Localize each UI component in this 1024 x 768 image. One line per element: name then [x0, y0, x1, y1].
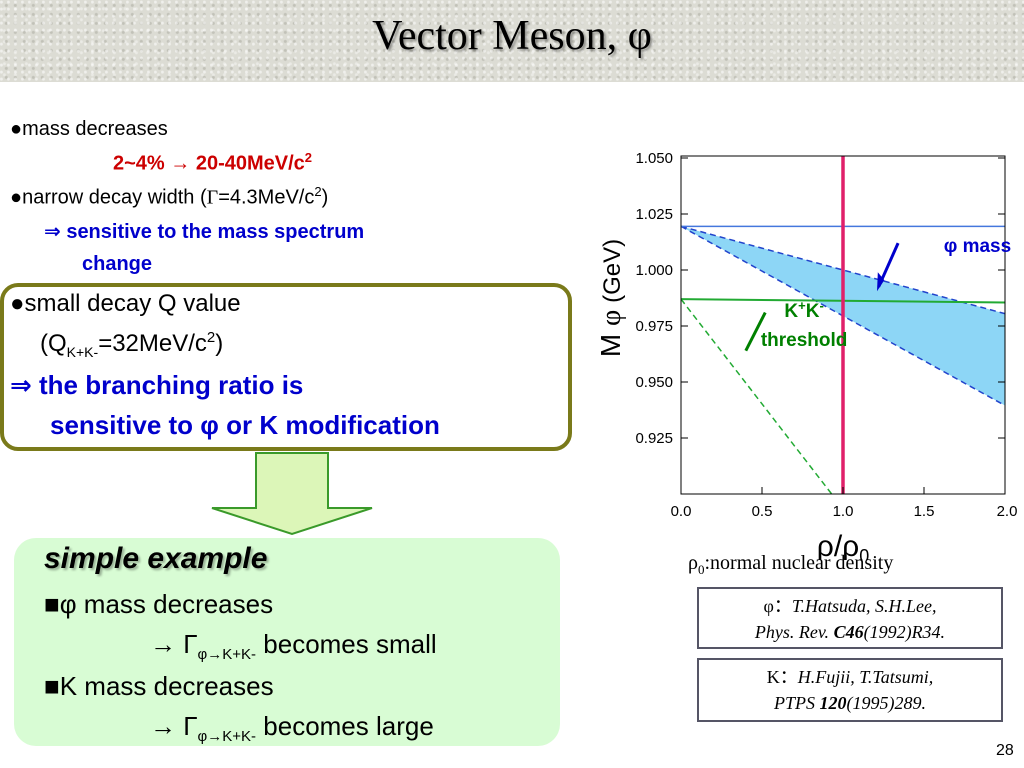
reference-phi: φ：T.Hatsuda, S.H.Lee, Phys. Rev. C46(199…: [697, 587, 1003, 649]
example-box: [14, 538, 560, 746]
kk-label-k2: K: [806, 301, 820, 322]
branching-ratio-line2: sensitive to φ or K modification: [50, 410, 440, 440]
bullet-dot-icon: ●: [10, 118, 23, 140]
x-tick-label: 2.0: [997, 503, 1018, 520]
y-tick-label: 1.050: [635, 150, 673, 167]
x-tick-label: 0.0: [671, 503, 692, 520]
x-tick-label: 0.5: [752, 503, 773, 520]
y-axis-label: M φ (GeV): [595, 239, 627, 357]
q-value-formula: (QK+K-=32MeV/c2): [40, 329, 224, 360]
mass-shift-value: 2~4% → 20-40MeV/c2: [113, 150, 313, 175]
kk-label-plus: +: [798, 298, 806, 313]
reference-k: K：H.Fujii, T.Tatsumi, PTPS 120(1995)289.: [697, 658, 1003, 722]
example-heading: simple example: [44, 542, 268, 575]
slide-title: Vector Meson, φ: [372, 13, 652, 59]
example-item-phi: ■φ mass decreases: [44, 589, 274, 619]
bullet-dot-icon: ●: [10, 186, 23, 209]
title-bar: [0, 0, 1024, 82]
y-tick-label: 1.000: [635, 262, 673, 279]
down-arrow-icon: [211, 452, 373, 536]
x-axis-label-main: ρ/ρ: [817, 530, 859, 560]
kk-label-k1: K: [784, 301, 798, 322]
kk-arrow: [744, 311, 767, 352]
y-tick-label: 1.025: [635, 206, 673, 223]
x-tick-label: 1.5: [914, 503, 935, 520]
x-tick-label: 1.0: [833, 503, 854, 520]
y-tick-label: 0.925: [635, 430, 673, 447]
phi-band-upper-edge: [681, 225, 1005, 315]
kk-label: K+K-: [784, 298, 823, 322]
sensitive-mass-spectrum: ⇒ sensitive to the mass spectrum: [44, 221, 365, 243]
kk-threshold-falling: [681, 298, 833, 495]
bullet-decay-width: ●narrow decay width (Γ=4.3MeV/c2): [10, 184, 329, 209]
kk-threshold-label: threshold: [761, 330, 848, 351]
example-item-k: ■K mass decreases: [44, 671, 274, 701]
sensitive-mass-spectrum-cont: change: [82, 253, 153, 275]
q-value-heading: ●small decay Q value: [10, 290, 241, 317]
square-bullet-icon: ■: [44, 589, 60, 619]
phi-mass-label: φ mass: [944, 236, 1011, 257]
y-axis-label-m: M: [595, 326, 626, 357]
plot-area: [681, 156, 1005, 495]
example-result-large: → Γφ→K+K- becomes large: [150, 711, 434, 746]
phi-mass-arrowhead: [877, 272, 885, 292]
y-tick-label: 0.950: [635, 374, 673, 391]
example-result-small: → Γφ→K+K- becomes small: [150, 629, 437, 664]
kk-label-minus: -: [819, 298, 823, 313]
x-axis-label-sub: 0: [859, 546, 869, 560]
y-axis-label-unit: (GeV): [599, 239, 626, 303]
branching-ratio-line1: ⇒ the branching ratio is: [10, 370, 304, 400]
bullet-dot-icon: ●: [10, 290, 25, 317]
y-tick-label: 0.975: [635, 318, 673, 335]
normal-density-note: ρ0:normal nuclear density: [688, 552, 894, 577]
page-number: 28: [996, 742, 1014, 759]
x-axis-label: ρ/ρ0: [817, 530, 869, 560]
q-value-frame: [0, 283, 572, 451]
square-bullet-icon: ■: [44, 671, 60, 701]
phi-mass-chart: 1.050 1.025 1.000 0.975 0.950 0.925 0.0 0.5 1.0 1…: [595, 150, 1018, 560]
bullet-mass-decreases: ●mass decreases: [10, 118, 168, 140]
y-axis-label-phi: φ: [596, 303, 627, 326]
